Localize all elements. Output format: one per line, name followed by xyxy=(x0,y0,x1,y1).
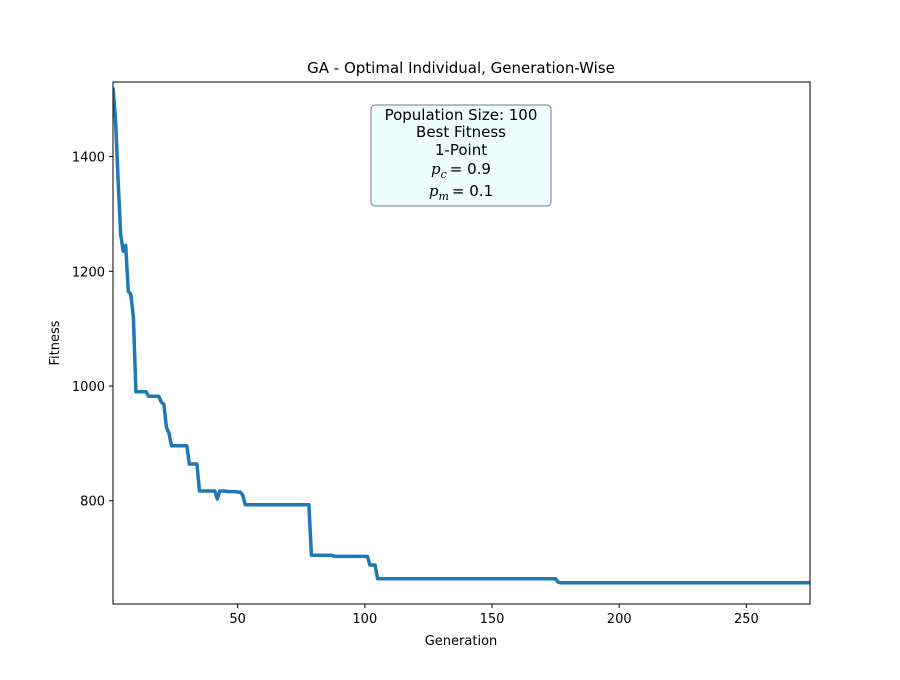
y-tick-label: 1200 xyxy=(72,265,105,280)
x-tick-label: 50 xyxy=(229,612,246,627)
pc-value: = 0.9 xyxy=(450,160,491,178)
fitness-line xyxy=(113,87,810,585)
y-axis-label: Fitness xyxy=(48,320,63,365)
axes-frame xyxy=(112,81,811,605)
annotation-population-size: Population Size: 100 xyxy=(385,106,538,124)
pm-symbol: p xyxy=(429,182,439,200)
pc-subscript: c xyxy=(441,168,447,181)
x-axis: 50 100 150 200 250 xyxy=(229,604,759,627)
x-tick-label: 200 xyxy=(607,612,632,627)
annotation-best-fitness: Best Fitness xyxy=(416,123,506,141)
y-axis: 800 1000 1200 1400 xyxy=(72,151,113,510)
chart-title: GA - Optimal Individual, Generation-Wise xyxy=(307,59,615,77)
pm-value: = 0.1 xyxy=(452,182,493,200)
annotation-mutation-prob: pm = 0.1 xyxy=(429,182,493,203)
y-tick-label: 800 xyxy=(80,495,105,510)
pc-symbol: p xyxy=(431,160,441,178)
x-tick-label: 100 xyxy=(352,612,377,627)
annotation-crossover-prob: pc = 0.9 xyxy=(431,160,491,181)
parameter-annotation-box: Population Size: 100 Best Fitness 1-Poin… xyxy=(370,104,552,207)
y-tick-label: 1400 xyxy=(72,151,105,166)
y-tick-label: 1000 xyxy=(72,380,105,395)
pm-subscript: m xyxy=(438,190,448,203)
x-tick-label: 150 xyxy=(480,612,505,627)
annotation-crossover-type: 1-Point xyxy=(435,141,487,159)
x-axis-label: Generation xyxy=(425,634,498,649)
x-tick-label: 250 xyxy=(734,612,759,627)
annotation-box xyxy=(370,104,552,207)
plot-area xyxy=(112,81,811,605)
